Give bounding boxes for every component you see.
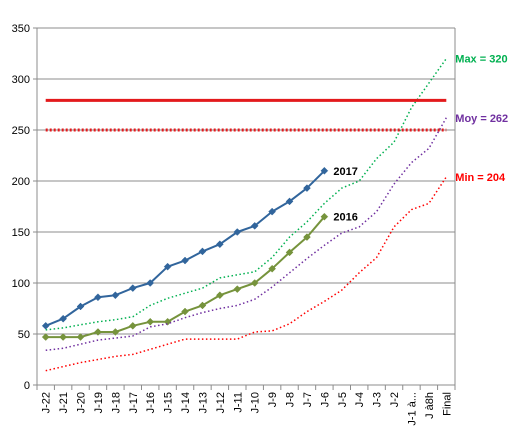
data-point-marker (181, 256, 189, 265)
data-point-marker (146, 317, 155, 326)
x-tick-label: J-13 (197, 392, 209, 413)
data-point-marker (233, 285, 242, 293)
x-tick-label: J-7 (302, 392, 314, 407)
data-point-marker (94, 328, 102, 336)
x-tick-label: J-9 (267, 392, 279, 407)
x-tick-label: J-5 (337, 392, 349, 407)
x-tick-label: J-17 (128, 392, 140, 413)
data-point-marker (268, 207, 276, 216)
axes: 0 50 100 150 200 250 300 350 J-22 J-21 J-20 J-19 J-1… (12, 23, 456, 426)
x-tick-label: J-6 (319, 392, 331, 407)
y-tick-label: 200 (12, 176, 30, 188)
data-point-marker (303, 233, 311, 241)
data-point-marker (163, 262, 172, 271)
x-tick-label: J-1 à... (406, 392, 418, 426)
x-tick-label: J-4 (354, 392, 366, 407)
data-point-marker (146, 279, 155, 287)
data-point-marker (41, 333, 50, 341)
y-tick-label: 50 (18, 329, 30, 341)
data-point-marker (76, 302, 85, 311)
x-tick-label: J-11 (232, 392, 244, 413)
x-tick-label: J-22 (41, 392, 53, 413)
series-line-0 (45, 170, 326, 327)
data-point-marker (216, 291, 224, 300)
data-point-marker (268, 264, 276, 273)
series-lines (41, 58, 447, 372)
x-tick-label: J-20 (76, 392, 88, 413)
data-point-marker (111, 328, 120, 336)
data-point-marker (111, 291, 120, 300)
data-point-marker (320, 166, 329, 175)
x-tick-label: J-8 (285, 392, 297, 407)
y-tick-label: 150 (12, 227, 30, 239)
series-annotation: 2016 (333, 212, 357, 224)
x-tick-label: J-16 (145, 392, 157, 413)
data-point-marker (198, 301, 207, 310)
data-point-marker (250, 279, 259, 287)
data-point-marker (128, 321, 137, 330)
data-point-marker (94, 293, 102, 302)
x-tick-label: J-3 (372, 392, 384, 407)
data-point-marker (41, 321, 50, 330)
x-tick-label: J-2 (389, 392, 401, 407)
y-tick-label: 350 (12, 23, 30, 35)
series-line-3 (45, 117, 447, 352)
data-point-marker (59, 333, 67, 341)
series-annotation: Min = 204 (455, 172, 506, 184)
data-point-marker (285, 248, 294, 257)
data-point-marker (198, 247, 207, 256)
data-point-marker (181, 307, 189, 316)
series-annotation: 2017 (333, 166, 357, 178)
x-tick-label: Final (441, 392, 453, 416)
data-point-marker (320, 212, 329, 221)
x-tick-label: J-18 (110, 392, 122, 413)
data-point-marker (76, 333, 85, 341)
x-tick-label: J-12 (215, 392, 227, 413)
x-tick-label: J-19 (93, 392, 105, 413)
series-line-4 (45, 176, 447, 372)
x-tick-label: J à8h (424, 392, 436, 419)
y-tick-label: 100 (12, 278, 30, 290)
data-point-marker (233, 228, 242, 236)
annotations: 2017 2016 Max = 320 Moy = 262 Min = 204 (333, 54, 508, 224)
x-tick-label: J-15 (163, 392, 175, 413)
series-line-1 (45, 216, 326, 339)
y-tick-label: 300 (12, 74, 30, 86)
x-tick-label: J-21 (58, 392, 70, 413)
data-point-marker (303, 184, 311, 192)
data-point-marker (59, 314, 67, 323)
x-tick-label: J-14 (180, 392, 192, 413)
data-point-marker (250, 222, 259, 230)
data-point-marker (216, 240, 224, 249)
data-point-marker (285, 197, 294, 206)
series-annotation: Moy = 262 (455, 113, 508, 125)
x-tick-label: J-10 (250, 392, 262, 413)
y-tick-label: 250 (12, 125, 30, 137)
y-tick-label: 0 (24, 380, 30, 392)
data-point-marker (128, 284, 137, 292)
series-annotation: Max = 320 (455, 54, 507, 66)
